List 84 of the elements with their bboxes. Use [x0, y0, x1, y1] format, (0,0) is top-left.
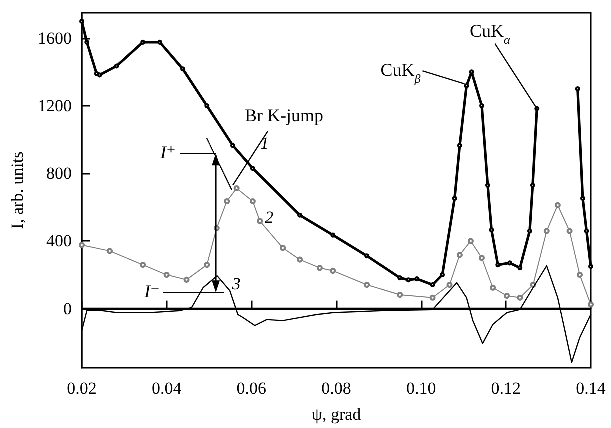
- annotation: CuK$_{β}$: [380, 60, 421, 86]
- point: [468, 238, 474, 244]
- point: [544, 228, 550, 234]
- point: [230, 143, 236, 148]
- x-tick-label: 0.10: [406, 379, 436, 398]
- point: [140, 262, 146, 268]
- point: [554, 202, 561, 208]
- x-tick-label: 0.02: [67, 379, 97, 398]
- x-axis-title: ψ, grad: [312, 405, 362, 424]
- point: [79, 242, 85, 248]
- point: [250, 166, 256, 172]
- point: [364, 254, 370, 259]
- point: [456, 252, 463, 258]
- y-axis-title: I, arb. units: [8, 152, 27, 230]
- point: [250, 198, 256, 204]
- point: [414, 276, 420, 282]
- point: [440, 272, 446, 278]
- point: [398, 276, 403, 281]
- point: [584, 228, 590, 234]
- point: [406, 278, 412, 283]
- annotation: I⁻: [144, 282, 160, 302]
- y-tick-label: 1200: [38, 96, 72, 116]
- point: [257, 218, 264, 224]
- point: [94, 71, 100, 76]
- point: [297, 256, 304, 263]
- point: [430, 282, 436, 288]
- y-tick-label: 800: [46, 164, 72, 184]
- point: [464, 84, 470, 89]
- x-tick-label: 0.06: [236, 379, 267, 398]
- point: [164, 272, 170, 278]
- point: [397, 292, 404, 298]
- y-tick-label: 0: [64, 299, 72, 318]
- point: [114, 64, 120, 69]
- point: [452, 196, 458, 201]
- point: [566, 228, 573, 234]
- legend-label: 3: [231, 274, 241, 294]
- point: [234, 185, 240, 192]
- annotation: Br K-jump: [245, 105, 324, 126]
- point: [527, 228, 532, 234]
- point: [479, 103, 484, 108]
- point: [364, 282, 370, 288]
- x-tick-label: 0.14: [576, 379, 606, 398]
- point: [496, 262, 501, 268]
- point: [80, 18, 84, 24]
- x-tick-label: 0.08: [322, 379, 352, 398]
- point: [84, 40, 90, 45]
- point: [457, 143, 462, 148]
- point: [478, 255, 485, 262]
- point: [330, 232, 336, 238]
- point: [580, 196, 586, 201]
- point: [518, 266, 523, 271]
- point: [507, 260, 512, 266]
- series-label: 1: [260, 134, 269, 154]
- y-tick-label: 1600: [38, 28, 72, 48]
- point: [504, 292, 510, 299]
- point: [330, 268, 336, 274]
- point: [140, 40, 146, 45]
- point: [107, 248, 113, 254]
- annotation: I⁺: [160, 142, 176, 163]
- point: [430, 294, 436, 301]
- point: [575, 86, 580, 92]
- point: [576, 272, 583, 278]
- point: [298, 212, 303, 218]
- point: [530, 182, 536, 188]
- point: [517, 294, 524, 301]
- point: [485, 182, 490, 188]
- annotation: CuK$_{α}$: [470, 20, 511, 47]
- y-tick-label: 400: [46, 232, 72, 251]
- point: [158, 40, 163, 45]
- point: [204, 103, 210, 108]
- series-label: 2: [265, 208, 274, 227]
- x-tick-label: 0.04: [152, 379, 182, 398]
- point: [224, 198, 230, 204]
- point: [446, 282, 453, 288]
- point: [184, 276, 190, 283]
- point: [204, 262, 210, 268]
- point: [316, 265, 323, 272]
- point: [280, 245, 286, 252]
- point: [490, 284, 496, 291]
- point: [489, 228, 494, 233]
- point: [97, 72, 102, 78]
- x-tick-label: 0.12: [491, 379, 522, 398]
- point: [180, 66, 186, 72]
- point: [588, 264, 594, 270]
